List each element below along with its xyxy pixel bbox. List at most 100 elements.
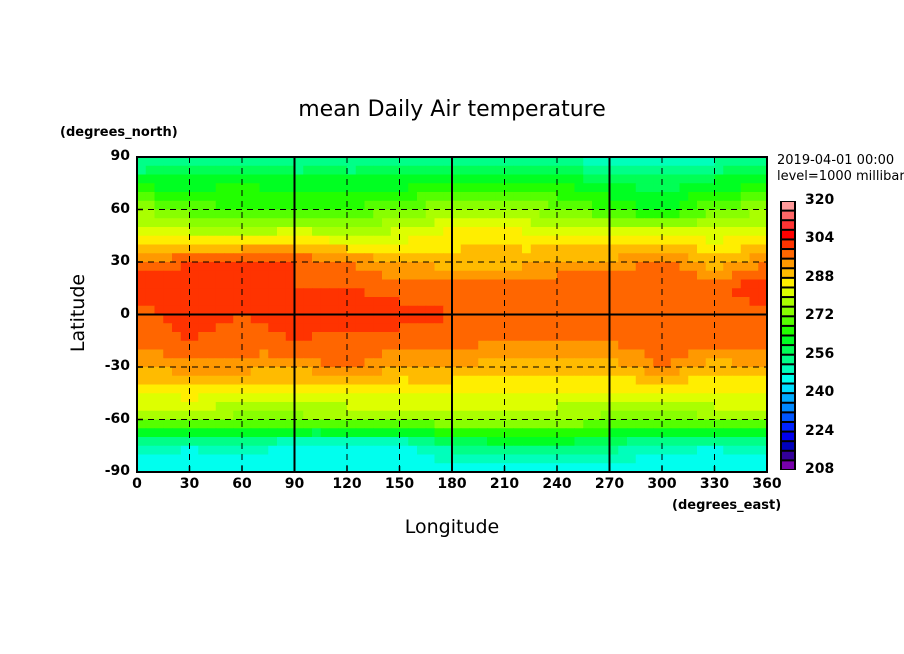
heatmap-cell xyxy=(277,314,287,324)
heatmap-cell xyxy=(417,218,427,228)
heatmap-cell xyxy=(408,297,418,307)
heatmap-cell xyxy=(495,200,505,210)
heatmap-cell xyxy=(627,157,637,167)
heatmap-cell xyxy=(732,349,742,359)
heatmap-cell xyxy=(723,454,733,464)
heatmap-cell xyxy=(548,235,558,245)
heatmap-cell xyxy=(224,305,234,315)
heatmap-cell xyxy=(495,367,505,377)
heatmap-cell xyxy=(487,297,497,307)
heatmap-cell xyxy=(478,384,488,394)
heatmap-cell xyxy=(749,358,759,368)
heatmap-cell xyxy=(530,358,540,368)
heatmap-cell xyxy=(583,340,593,350)
heatmap-cell xyxy=(513,235,523,245)
heatmap-cell xyxy=(688,419,698,429)
heatmap-cell xyxy=(268,183,278,193)
heatmap-cell xyxy=(250,305,260,315)
heatmap-cell xyxy=(312,183,322,193)
heatmap-cell xyxy=(198,279,208,289)
heatmap-cell xyxy=(600,192,610,202)
heatmap-cell xyxy=(224,200,234,210)
heatmap-cell xyxy=(145,314,155,324)
heatmap-cell xyxy=(574,235,584,245)
heatmap-cell xyxy=(522,262,532,272)
heatmap-cell xyxy=(338,428,348,438)
heatmap-cell xyxy=(207,253,217,263)
heatmap-cell xyxy=(557,183,567,193)
heatmap-cell xyxy=(294,367,304,377)
heatmap-cell xyxy=(539,235,549,245)
heatmap-cell xyxy=(530,183,540,193)
heatmap-cell xyxy=(224,445,234,455)
heatmap-cell xyxy=(390,235,400,245)
heatmap-cell xyxy=(137,340,147,350)
heatmap-cell xyxy=(495,165,505,175)
heatmap-cell xyxy=(250,253,260,263)
heatmap-cell xyxy=(478,227,488,237)
heatmap-cell xyxy=(522,192,532,202)
heatmap-cell xyxy=(618,270,628,280)
heatmap-cell xyxy=(609,165,619,175)
heatmap-cell xyxy=(408,367,418,377)
heatmap-cell xyxy=(627,340,637,350)
heatmap-cell xyxy=(565,244,575,254)
heatmap-cell xyxy=(364,358,374,368)
heatmap-cell xyxy=(207,227,217,237)
heatmap-cell xyxy=(268,358,278,368)
heatmap-cell xyxy=(399,314,409,324)
heatmap-cell xyxy=(679,340,689,350)
heatmap-cell xyxy=(242,314,252,324)
heatmap-cell xyxy=(487,419,497,429)
heatmap-cell xyxy=(557,428,567,438)
heatmap-cell xyxy=(434,454,444,464)
heatmap-cell xyxy=(189,183,199,193)
heatmap-cell xyxy=(145,209,155,219)
heatmap-cell xyxy=(382,428,392,438)
heatmap-cell xyxy=(487,227,497,237)
heatmap-cell xyxy=(417,384,427,394)
heatmap-cell xyxy=(189,358,199,368)
heatmap-cell xyxy=(233,384,243,394)
heatmap-cell xyxy=(758,227,768,237)
heatmap-cell xyxy=(522,332,532,342)
heatmap-cell xyxy=(425,463,435,473)
heatmap-cell xyxy=(627,253,637,263)
heatmap-cell xyxy=(137,445,147,455)
heatmap-cell xyxy=(425,393,435,403)
heatmap-cell xyxy=(583,297,593,307)
heatmap-cell xyxy=(679,402,689,412)
heatmap-cell xyxy=(662,410,672,420)
heatmap-cell xyxy=(600,463,610,473)
heatmap-cell xyxy=(434,262,444,272)
heatmap-cell xyxy=(478,445,488,455)
heatmap-cell xyxy=(732,183,742,193)
heatmap-cell xyxy=(242,358,252,368)
heatmap-cell xyxy=(653,375,663,385)
heatmap-cell xyxy=(425,305,435,315)
heatmap-cell xyxy=(679,454,689,464)
heatmap-cell xyxy=(600,402,610,412)
heatmap-cell xyxy=(145,402,155,412)
heatmap-cell xyxy=(592,314,602,324)
heatmap-cell xyxy=(268,297,278,307)
heatmap-cell xyxy=(487,402,497,412)
heatmap-cell xyxy=(618,340,628,350)
heatmap-cell xyxy=(364,463,374,473)
heatmap-cell xyxy=(452,419,462,429)
heatmap-cell xyxy=(180,367,190,377)
heatmap-cell xyxy=(137,367,147,377)
heatmap-cell xyxy=(452,463,462,473)
heatmap-cell xyxy=(557,244,567,254)
heatmap-cell xyxy=(329,384,339,394)
heatmap-cell xyxy=(469,183,479,193)
heatmap-cell xyxy=(285,174,295,184)
heatmap-cell xyxy=(714,305,724,315)
heatmap-cell xyxy=(539,410,549,420)
heatmap-cell xyxy=(390,463,400,473)
heatmap-cell xyxy=(285,349,295,359)
heatmap-cell xyxy=(172,244,182,254)
heatmap-cell xyxy=(154,454,164,464)
heatmap-cell xyxy=(758,323,768,333)
heatmap-cell xyxy=(732,454,742,464)
